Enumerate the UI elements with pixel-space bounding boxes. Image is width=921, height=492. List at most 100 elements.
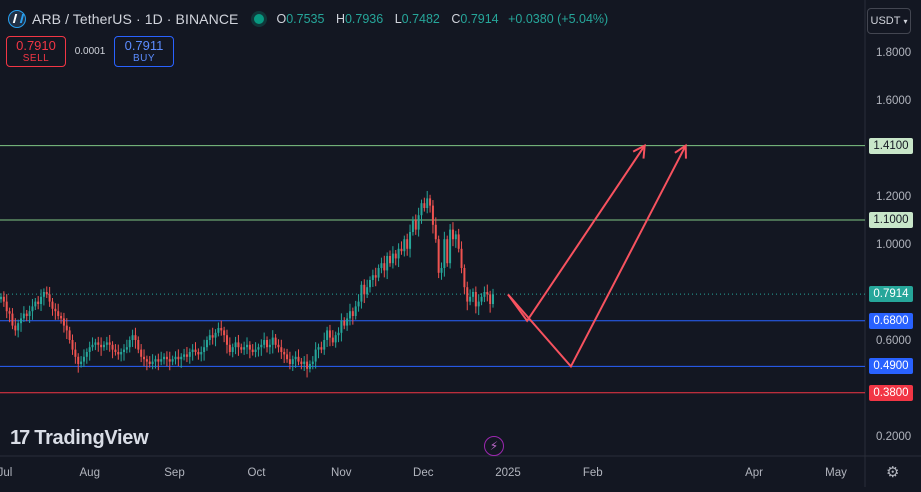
candle bbox=[211, 327, 214, 345]
candle bbox=[340, 313, 343, 342]
candle bbox=[426, 190, 429, 214]
candle bbox=[17, 319, 20, 338]
candle bbox=[423, 197, 426, 212]
candle-body bbox=[466, 287, 469, 302]
candle-body bbox=[140, 349, 143, 357]
candle bbox=[91, 337, 94, 351]
candle-body bbox=[363, 284, 366, 295]
candle-body bbox=[377, 268, 380, 278]
candle bbox=[157, 353, 160, 371]
high-value: 0.7936 bbox=[344, 12, 384, 26]
candle-body bbox=[117, 352, 120, 355]
candle-body bbox=[137, 340, 140, 350]
candle-body bbox=[154, 359, 157, 362]
candle bbox=[489, 290, 492, 313]
candle-body bbox=[174, 356, 177, 360]
candle-body bbox=[157, 359, 160, 362]
arrow-head bbox=[674, 143, 687, 159]
candle bbox=[331, 330, 334, 346]
candle bbox=[297, 349, 300, 366]
candle bbox=[248, 341, 251, 359]
candle bbox=[446, 235, 449, 267]
candle bbox=[243, 341, 246, 355]
candle-body bbox=[317, 347, 320, 350]
low-label: L bbox=[394, 12, 402, 26]
ohlc-values: O0.7535 H0.7936 L0.7482 C0.7914 +0.0380 … bbox=[276, 12, 608, 26]
lightning-bolt-icon[interactable]: ⚡ bbox=[484, 436, 504, 456]
time-tick-label: May bbox=[825, 467, 847, 479]
close-value: 0.7914 bbox=[460, 12, 499, 26]
candle bbox=[14, 318, 17, 336]
sell-price: 0.7910 bbox=[16, 37, 56, 53]
gear-icon[interactable]: ⚙ bbox=[886, 464, 900, 481]
candle bbox=[303, 356, 306, 371]
time-tick-label: Feb bbox=[583, 467, 603, 479]
candle bbox=[45, 286, 48, 298]
candle-body bbox=[65, 325, 68, 331]
candle bbox=[237, 334, 240, 356]
candle bbox=[205, 336, 208, 351]
candle-body bbox=[40, 296, 43, 304]
candle-body bbox=[60, 316, 63, 319]
currency-selector[interactable]: USDT ▾ bbox=[867, 8, 911, 34]
sell-button[interactable]: 0.7910 SELL bbox=[6, 36, 66, 67]
candle-body bbox=[357, 301, 360, 307]
candle-body bbox=[151, 361, 154, 364]
candle-body bbox=[97, 342, 100, 345]
candle bbox=[291, 355, 294, 371]
candle bbox=[268, 339, 271, 355]
candle-body bbox=[37, 301, 40, 304]
candle bbox=[143, 349, 146, 367]
candle-body bbox=[351, 311, 354, 316]
candle bbox=[177, 349, 180, 367]
candle-body bbox=[246, 344, 248, 348]
candle bbox=[194, 342, 197, 356]
candle bbox=[251, 344, 254, 356]
candle bbox=[420, 199, 423, 224]
price-tick-label: 0.6000 bbox=[876, 335, 911, 347]
price-tick-label: 1.8000 bbox=[876, 47, 911, 59]
high-label: H bbox=[335, 12, 345, 26]
candle-body bbox=[120, 352, 123, 355]
low-value: 0.7482 bbox=[401, 12, 440, 26]
candle-body bbox=[57, 311, 60, 316]
candle bbox=[220, 320, 223, 336]
candle-body bbox=[128, 340, 131, 348]
candle-body bbox=[183, 354, 186, 357]
buy-button[interactable]: 0.7911 BUY bbox=[114, 36, 174, 67]
candle-body bbox=[171, 359, 174, 362]
candle bbox=[431, 200, 434, 234]
symbol-title[interactable]: ARB / TetherUS · 1D · BINANCE bbox=[32, 11, 239, 27]
candle bbox=[311, 356, 314, 370]
candle-body bbox=[474, 292, 477, 307]
candle bbox=[228, 337, 231, 356]
spread-value: 0.0001 bbox=[74, 46, 106, 57]
candle bbox=[108, 334, 111, 352]
time-tick-label: Sep bbox=[164, 467, 184, 479]
candle-body bbox=[480, 296, 483, 302]
candle bbox=[483, 286, 486, 303]
trade-panel: 0.7910 SELL 0.0001 0.7911 BUY bbox=[6, 36, 174, 67]
candle-body bbox=[114, 349, 117, 352]
candle bbox=[68, 326, 71, 344]
candle bbox=[163, 353, 166, 365]
candle bbox=[234, 336, 237, 355]
candle-body bbox=[11, 313, 14, 326]
candle bbox=[240, 343, 243, 354]
candle bbox=[171, 355, 174, 366]
candle-body bbox=[68, 330, 71, 340]
candle-body bbox=[263, 340, 266, 345]
candle bbox=[406, 233, 409, 256]
candle-body bbox=[34, 301, 37, 307]
level-price-label: 1.1000 bbox=[869, 212, 913, 228]
candle-body bbox=[260, 344, 263, 348]
candle bbox=[277, 339, 280, 353]
candle bbox=[266, 336, 269, 353]
tradingview-logo[interactable]: 17 TradingView bbox=[10, 427, 149, 450]
level-price-label: 0.6800 bbox=[869, 312, 913, 329]
candle bbox=[306, 354, 309, 378]
candle bbox=[374, 267, 377, 287]
candle bbox=[128, 336, 131, 353]
candle-body bbox=[286, 354, 289, 360]
